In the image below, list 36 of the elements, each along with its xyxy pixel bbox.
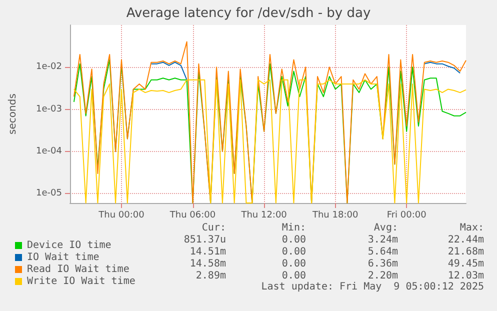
y-tick-label: 1e-05	[36, 188, 62, 199]
x-tick-label: Thu 18:00	[311, 210, 358, 220]
text: 22.44m	[448, 234, 484, 246]
x-tick-label: Fri 00:00	[386, 210, 427, 220]
text: 21.68m	[448, 246, 484, 258]
text: 0.00	[282, 258, 306, 270]
legend-label: Write IO Wait time	[27, 276, 136, 287]
legend-label: Device IO time	[27, 240, 112, 251]
text: 2.20m	[368, 270, 398, 282]
text: Max:	[460, 222, 484, 234]
text: Last update: Fri May 9 05:00:12 2025	[261, 282, 484, 292]
text: 6.36m	[368, 258, 398, 270]
legend-label: Read IO Wait time	[27, 264, 130, 275]
y-tick-label: 1e-02	[36, 62, 62, 72]
text: 49.45m	[448, 258, 484, 270]
text: 851.37u	[184, 234, 226, 246]
text: 0.00	[282, 234, 306, 246]
text: 5.64m	[368, 246, 398, 258]
text: Cur:	[202, 222, 226, 234]
text: 14.58m	[190, 258, 226, 270]
text: Min:	[282, 222, 306, 234]
text: 0.00	[282, 270, 306, 282]
x-tick-label: Thu 00:00	[98, 210, 145, 220]
x-tick-label: Thu 06:00	[168, 210, 216, 220]
text: 3.24m	[368, 234, 398, 246]
text: Avg:	[374, 222, 398, 234]
text: 14.51m	[190, 246, 226, 258]
y-tick-label: 1e-04	[36, 146, 62, 156]
y-axis-title: seconds	[8, 94, 18, 134]
text: 0.00	[282, 246, 306, 258]
y-tick-label: 1e-03	[36, 104, 62, 114]
x-tick-label: Thu 12:00	[240, 210, 288, 220]
chart-title: Average latency for /dev/sdh - by day	[126, 6, 371, 21]
legend-label: IO Wait time	[27, 252, 100, 263]
text: 2.89m	[196, 270, 226, 282]
text: 12.03m	[448, 270, 484, 282]
